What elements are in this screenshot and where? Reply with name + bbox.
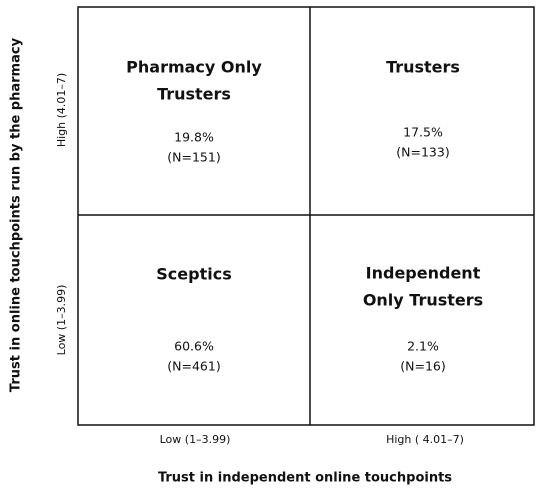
quadrant-share: 2.1%	[407, 339, 439, 354]
quadrant-count: (N=151)	[167, 150, 220, 165]
y-axis-title: Trust in online touchpoints run by the p…	[9, 37, 24, 392]
quadrant-title: Trusters	[157, 85, 231, 104]
quadrant-count: (N=133)	[396, 145, 449, 160]
quadrant-title: Only Trusters	[363, 291, 483, 310]
y-level-label: Low (1–3.99)	[55, 285, 68, 356]
matrix-frame	[77, 6, 535, 426]
quadrant-count: (N=461)	[167, 359, 220, 374]
quadrant-title: Pharmacy Only	[126, 58, 262, 77]
quadrant-title: Independent	[366, 264, 481, 283]
x-axis-title: Trust in independent online touchpoints	[158, 471, 452, 486]
x-level-label: Low (1–3.99)	[160, 433, 231, 446]
y-level-label: High (4.01–7)	[55, 73, 68, 147]
quadrant-share: 60.6%	[174, 339, 214, 354]
quadrant-share: 19.8%	[174, 130, 214, 145]
quadrant-share: 17.5%	[403, 125, 443, 140]
quadrant-title: Trusters	[386, 58, 460, 77]
quadrant-count: (N=16)	[400, 359, 445, 374]
x-level-label: High ( 4.01–7)	[386, 433, 464, 446]
quadrant-title: Sceptics	[156, 265, 231, 284]
